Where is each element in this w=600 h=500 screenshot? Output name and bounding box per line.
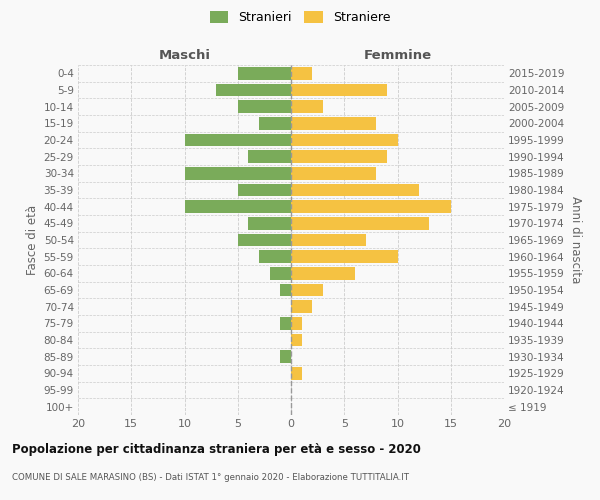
Bar: [291, 134, 398, 146]
Bar: [291, 334, 302, 346]
Bar: [291, 200, 451, 213]
Bar: [280, 350, 291, 363]
Bar: [270, 267, 291, 280]
Bar: [291, 317, 302, 330]
Text: Maschi: Maschi: [158, 48, 211, 62]
Legend: Stranieri, Straniere: Stranieri, Straniere: [209, 11, 391, 24]
Bar: [291, 234, 365, 246]
Y-axis label: Anni di nascita: Anni di nascita: [569, 196, 582, 284]
Bar: [238, 184, 291, 196]
Bar: [238, 234, 291, 246]
Text: Popolazione per cittadinanza straniera per età e sesso - 2020: Popolazione per cittadinanza straniera p…: [12, 442, 421, 456]
Bar: [259, 250, 291, 263]
Bar: [238, 67, 291, 80]
Bar: [259, 117, 291, 130]
Bar: [291, 217, 430, 230]
Bar: [291, 167, 376, 179]
Bar: [291, 184, 419, 196]
Bar: [291, 250, 398, 263]
Bar: [291, 267, 355, 280]
Bar: [238, 100, 291, 113]
Bar: [291, 67, 313, 80]
Bar: [291, 300, 313, 313]
Bar: [280, 317, 291, 330]
Text: COMUNE DI SALE MARASINO (BS) - Dati ISTAT 1° gennaio 2020 - Elaborazione TUTTITA: COMUNE DI SALE MARASINO (BS) - Dati ISTA…: [12, 472, 409, 482]
Bar: [291, 117, 376, 130]
Bar: [185, 167, 291, 179]
Bar: [291, 84, 387, 96]
Bar: [291, 284, 323, 296]
Bar: [248, 150, 291, 163]
Y-axis label: Fasce di età: Fasce di età: [26, 205, 40, 275]
Bar: [185, 200, 291, 213]
Bar: [291, 100, 323, 113]
Bar: [291, 150, 387, 163]
Bar: [248, 217, 291, 230]
Bar: [217, 84, 291, 96]
Bar: [280, 284, 291, 296]
Bar: [291, 367, 302, 380]
Bar: [185, 134, 291, 146]
Text: Femmine: Femmine: [364, 48, 431, 62]
